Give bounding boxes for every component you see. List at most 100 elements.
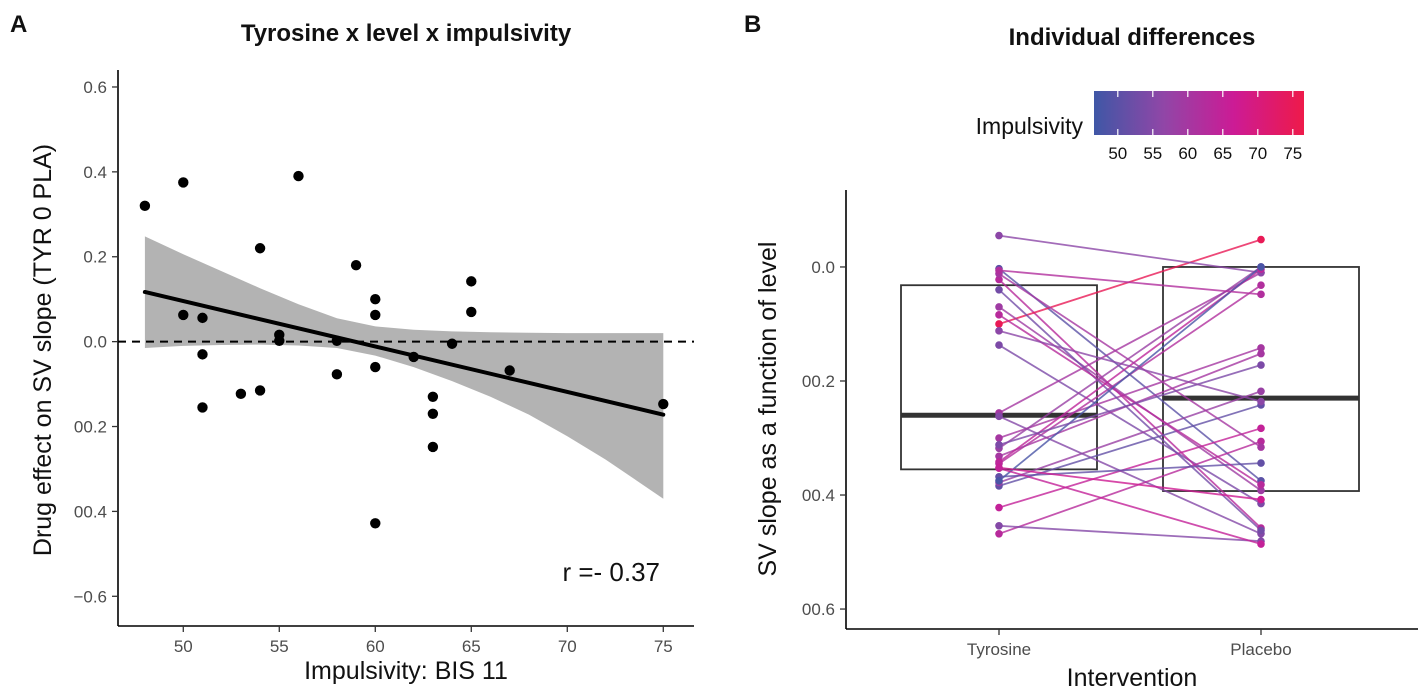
tyrosine-point xyxy=(995,327,1003,335)
x-tick-label: 60 xyxy=(366,637,385,656)
x-tick-label: Placebo xyxy=(1230,640,1291,659)
scatter-point xyxy=(139,200,151,212)
scatter-point xyxy=(331,369,343,380)
panel-b-axes xyxy=(845,190,1418,630)
subject-line xyxy=(998,289,1262,532)
tyrosine-point xyxy=(995,529,1003,538)
placebo-point xyxy=(1257,443,1265,451)
tyrosine-point xyxy=(995,522,1003,530)
subject-line xyxy=(998,467,1262,545)
tyrosine-point xyxy=(995,285,1003,294)
legend-tick-label: 65 xyxy=(1213,144,1232,163)
y-tick-label: 0.6 xyxy=(83,78,107,97)
tyrosine-point xyxy=(995,464,1003,473)
tyrosine-point xyxy=(995,275,1003,284)
scatter-point xyxy=(293,170,304,182)
tyrosine-point xyxy=(995,266,1003,275)
scatter-point xyxy=(658,398,669,410)
tyrosine-point xyxy=(995,231,1003,240)
y-tick-label: −0.6 xyxy=(73,587,107,606)
y-tick-label: 00.6 xyxy=(802,600,835,619)
regression-line xyxy=(142,289,666,417)
legend-tick-label: 55 xyxy=(1143,144,1162,163)
scatter-point xyxy=(235,388,247,400)
y-tick-label: 00.4 xyxy=(74,502,107,521)
placebo-point xyxy=(1257,387,1265,396)
panel-a-x-ticks: 50 55 60 65 70 75 xyxy=(174,626,673,656)
scatter-point xyxy=(178,177,189,188)
regression-line-layer xyxy=(142,289,666,417)
panel-b-x-axis-title: Intervention xyxy=(1067,664,1198,690)
panel-b-label: B xyxy=(744,11,761,38)
placebo-point xyxy=(1257,486,1265,495)
subject-line xyxy=(998,466,1262,501)
y-tick-label: 0.2 xyxy=(83,248,107,267)
panel-b-individual-differences: B Individual differences Impulsivity 50 5… xyxy=(744,11,1418,690)
panel-a-scatter: A Tyrosine x level x impulsivity 50 55 60 6… xyxy=(10,11,694,685)
subject-line xyxy=(998,329,1262,403)
panel-a-axes xyxy=(117,70,694,627)
panel-b-x-ticks: Tyrosine Placebo xyxy=(967,629,1292,659)
box-layer xyxy=(900,266,1360,492)
x-tick-label: 65 xyxy=(462,637,481,656)
placebo-point xyxy=(1257,480,1265,489)
tyrosine-point xyxy=(995,503,1003,512)
legend-tick-label: 60 xyxy=(1178,144,1197,163)
panel-a-label: A xyxy=(10,11,27,38)
scatter-point xyxy=(427,391,439,403)
tyrosine-point xyxy=(995,412,1003,421)
subject-line xyxy=(998,364,1262,446)
subject-line xyxy=(998,427,1262,509)
y-tick-label: 0.4 xyxy=(83,163,107,182)
subject-line xyxy=(998,524,1262,543)
scatter-point xyxy=(466,306,477,318)
subject-line xyxy=(998,269,1262,296)
placebo-point xyxy=(1257,526,1265,535)
subject-line xyxy=(998,347,1262,439)
placebo-point xyxy=(1257,349,1265,358)
scatter-point xyxy=(254,243,266,254)
correlation-annotation: r =- 0.37 xyxy=(562,557,660,587)
placebo-point xyxy=(1257,437,1265,446)
panel-b-title: Individual differences xyxy=(1009,24,1256,51)
placebo-point xyxy=(1257,495,1265,504)
confidence-band xyxy=(144,236,664,499)
tyrosine-point xyxy=(995,320,1003,328)
y-tick-label: 0.0 xyxy=(811,258,835,277)
scatter-point xyxy=(504,365,515,376)
subject-line xyxy=(998,306,1262,492)
tyrosine-point xyxy=(995,458,1003,466)
subject-line xyxy=(998,415,1262,535)
scatter-point xyxy=(197,312,208,324)
scatter-point xyxy=(370,518,381,529)
y-tick-label: 00.2 xyxy=(74,418,107,437)
legend-title: Impulsivity xyxy=(976,113,1084,139)
panel-b-y-ticks: 0.0 00.2 00.4 00.6 xyxy=(802,258,846,619)
tyrosine-point xyxy=(995,434,1003,442)
x-tick-label: 70 xyxy=(558,637,577,656)
scatter-point xyxy=(427,408,439,419)
placebo-point xyxy=(1257,263,1265,271)
scatter-point xyxy=(466,276,477,287)
y-tick-label: 00.4 xyxy=(802,486,835,505)
subject-line xyxy=(998,440,1262,535)
tyrosine-point xyxy=(995,452,1003,461)
subject-line xyxy=(998,234,1262,274)
placebo-point xyxy=(1257,397,1265,406)
tyrosine-point xyxy=(995,441,1003,449)
legend-tick-label: 50 xyxy=(1108,144,1127,163)
legend-tick-label: 75 xyxy=(1283,144,1302,163)
scatter-point xyxy=(408,351,419,363)
paired-lines-layer xyxy=(998,234,1262,545)
subject-line xyxy=(998,266,1262,450)
x-tick-label: 55 xyxy=(270,637,289,656)
placebo-point xyxy=(1257,361,1265,369)
subject-line xyxy=(998,344,1262,505)
panel-a-y-axis-title: Drug effect on SV slope (TYR 0 PLA) xyxy=(29,144,57,556)
subject-line xyxy=(998,271,1262,414)
tyrosine-point xyxy=(995,311,1003,319)
placebo-point xyxy=(1257,281,1265,290)
legend-colorbar xyxy=(1094,91,1304,135)
subject-line xyxy=(998,273,1262,448)
